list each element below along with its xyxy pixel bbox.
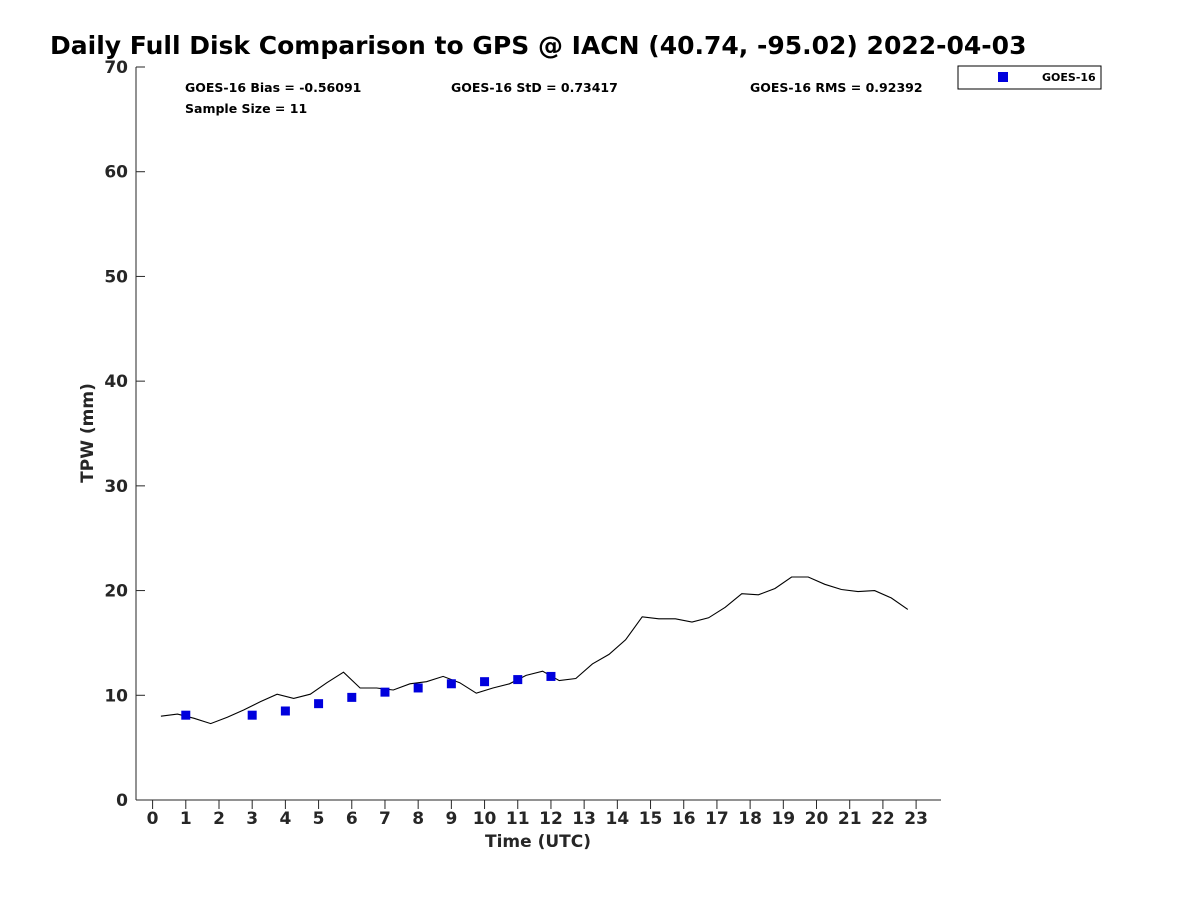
x-tick-label: 9 [445,809,457,829]
y-axis-ticks: 0 10 20 30 40 50 60 70 [104,58,145,811]
goes16-data-point [513,675,523,685]
goes16-data-point [181,710,191,720]
legend-box [957,65,1102,90]
x-tick-label: 19 [771,809,795,829]
y-tick-label: 60 [104,163,128,183]
x-tick-label: 6 [346,809,358,829]
x-tick-label: 15 [639,809,663,829]
sample-size-stat: Sample Size = 11 [185,101,307,116]
x-tick-label: 0 [147,809,159,829]
y-tick-label: 10 [104,686,128,706]
std-stat: GOES-16 StD = 0.73417 [451,80,618,95]
x-tick-label: 21 [838,809,862,829]
rms-stat: GOES-16 RMS = 0.92392 [750,80,923,95]
goes16-data-point [480,677,490,687]
plot-area [160,576,909,725]
x-tick-label: 4 [279,809,291,829]
gps-tpw-line [160,576,909,725]
goes16-data-point [314,699,324,709]
x-tick-label: 1 [180,809,192,829]
y-axis-label: TPW (mm) [78,383,98,483]
x-tick-label: 17 [705,809,729,829]
chart-title: Daily Full Disk Comparison to GPS @ IACN… [50,31,1026,60]
y-tick-label: 70 [104,58,128,78]
x-axis-label: Time (UTC) [485,832,591,852]
x-tick-label: 3 [246,809,258,829]
goes16-data-point [413,683,423,693]
goes16-data-point [247,710,257,720]
x-tick-label: 10 [473,809,497,829]
x-tick-label: 13 [572,809,596,829]
goes16-data-point [280,706,290,716]
goes16-data-point [446,679,456,689]
y-tick-label: 0 [116,791,128,811]
legend: GOES-16 [957,65,1102,90]
goes16-data-point [347,692,357,702]
goes16-data-point [380,687,390,697]
x-tick-label: 7 [379,809,391,829]
y-tick-label: 40 [104,372,128,392]
x-tick-label: 8 [412,809,424,829]
x-tick-label: 11 [506,809,530,829]
x-axis-ticks: 0 1 2 3 4 5 6 7 8 9 10 11 12 13 14 15 16 17 18 19 20 21 22 23 [147,800,928,829]
goes16-data-point [546,671,556,681]
axes [135,67,941,801]
x-tick-label: 16 [672,809,696,829]
x-tick-label: 12 [539,809,563,829]
x-tick-label: 5 [313,809,325,829]
y-tick-label: 50 [104,267,128,287]
x-tick-label: 18 [738,809,762,829]
x-tick-label: 20 [805,809,829,829]
y-tick-label: 30 [104,477,128,497]
legend-marker-goes16 [998,72,1008,82]
legend-label-goes16: GOES-16 [1042,71,1096,84]
x-tick-label: 22 [871,809,895,829]
bias-stat: GOES-16 Bias = -0.56091 [185,80,361,95]
x-tick-label: 2 [213,809,225,829]
x-tick-label: 23 [904,809,928,829]
x-tick-label: 14 [606,809,630,829]
y-tick-label: 20 [104,582,128,602]
